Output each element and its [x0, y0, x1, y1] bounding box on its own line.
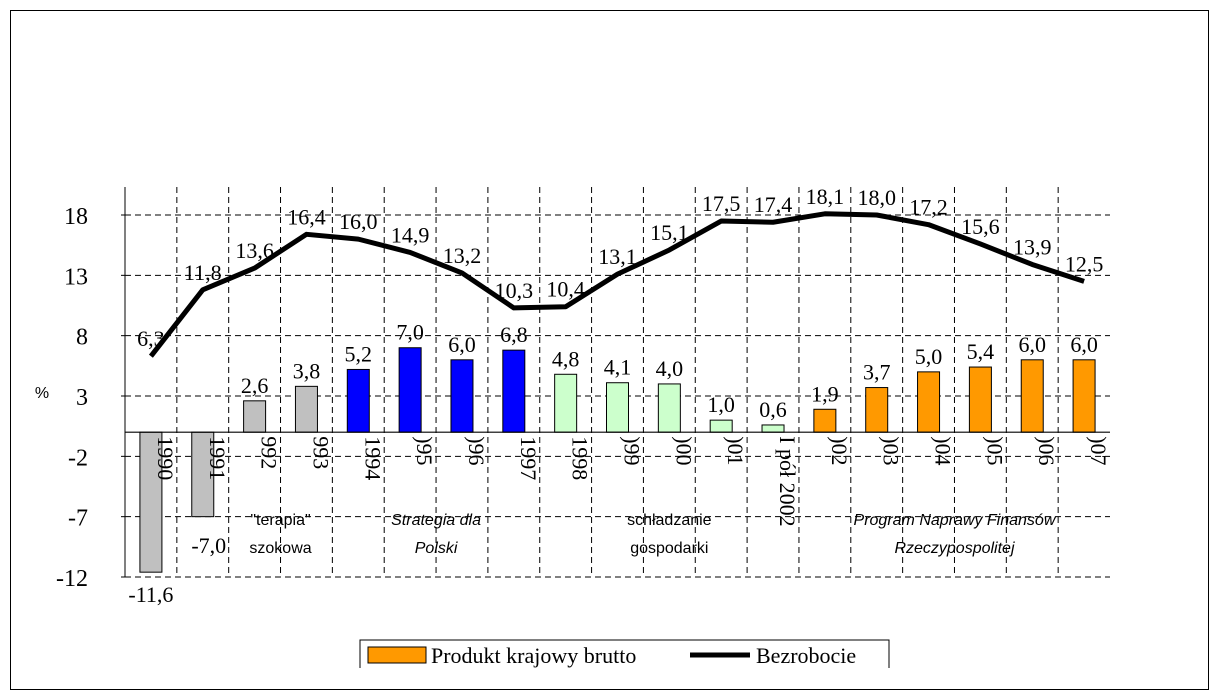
bar-2006 [1020, 359, 1044, 433]
line-value-label: 6,3 [137, 326, 165, 351]
x-tick-label: )99 [620, 436, 645, 465]
line-value-label: 11,8 [184, 260, 222, 285]
x-tick-label: 1994 [360, 436, 385, 480]
x-tick-label: )96 [464, 436, 489, 465]
legend-swatch-bar [367, 646, 427, 664]
line-value-label: 13,2 [443, 243, 482, 268]
line-Bezrobocie [148, 211, 1085, 358]
bar-value-label: 6,0 [448, 332, 476, 357]
line-value-label: 13,1 [598, 244, 637, 269]
bar-value-label: 3,7 [863, 360, 891, 385]
annotation-program: Rzeczypospolitej [894, 540, 1015, 557]
line-value-label: 15,1 [650, 220, 689, 245]
bar-1994 [346, 368, 370, 433]
line-value-label: 13,9 [1013, 234, 1052, 259]
y-tick-label: 13 [64, 264, 88, 290]
x-tick-label: 992 [257, 436, 282, 469]
bar-value-label: 6,0 [1070, 332, 1098, 357]
bar-value-label: 6,0 [1018, 332, 1046, 357]
bar-1993 [294, 385, 318, 433]
bar-value-label: 5,4 [967, 339, 995, 364]
annotation-terapia: "terapia" [250, 512, 310, 529]
x-tick-label: )95 [412, 436, 437, 465]
bar-value-label: 1,9 [811, 381, 839, 406]
y-axis-label: % [35, 385, 49, 402]
annotation-program: Program Naprawy Finansów [854, 512, 1057, 529]
line-value-label: 16,4 [287, 204, 326, 229]
x-tick-label: )04 [931, 436, 956, 465]
x-tick-label: 1997 [516, 436, 541, 480]
legend-label-line: Bezrobocie [756, 643, 856, 668]
line-value-label: 17,5 [702, 191, 741, 216]
bar-1992 [243, 400, 267, 433]
annotation-schladzanie: gospodarki [630, 540, 708, 557]
bar-2004 [917, 371, 941, 433]
x-tick-label: I pół 2002 [775, 436, 800, 526]
annotation-terapia: szokowa [249, 540, 311, 557]
annotation-schladzanie: schładzanie [627, 512, 712, 529]
line-value-label: 12,5 [1065, 251, 1104, 276]
line-value-label: 17,2 [909, 195, 948, 220]
x-tick-label: )00 [671, 436, 696, 465]
bar-value-label: 3,8 [293, 358, 321, 383]
legend-box [359, 639, 890, 668]
bar-1999 [606, 382, 629, 433]
line-value-label: 15,6 [961, 214, 1000, 239]
gdp-unemployment-chart: -12 -7 -2 3 8 13 18% 1990 1991 992 993 1994 )95 )96 19… [35, 184, 1111, 668]
x-tick-label: )03 [879, 436, 904, 465]
bar-value-label: -11,6 [128, 582, 173, 607]
bar-I pół 2002 [761, 424, 785, 433]
y-tick-label: -12 [56, 566, 88, 592]
y-tick-label: 18 [64, 204, 88, 230]
line-value-label: 17,4 [754, 192, 793, 217]
x-tick-label: 993 [308, 436, 333, 469]
y-tick-label: -7 [68, 506, 88, 532]
bar-value-label: 4,8 [552, 346, 580, 371]
bar-1998 [554, 373, 578, 433]
bar-value-label: 5,0 [915, 344, 943, 369]
x-tick-label: 1990 [153, 436, 178, 480]
bar-value-label: 0,6 [759, 397, 787, 422]
annotation-strategia: Strategia dla [391, 512, 481, 529]
line-value-label: 13,6 [235, 238, 274, 263]
x-tick-label: 1991 [205, 436, 230, 480]
line-value-label: 14,9 [391, 222, 430, 247]
bar-value-label: 5,2 [345, 341, 373, 366]
line-value-label: 10,3 [495, 278, 534, 303]
bar-value-label: 2,6 [241, 373, 269, 398]
bar-2001 [709, 419, 733, 433]
bar-value-label: 7,0 [396, 320, 424, 345]
x-tick-label: )01 [723, 436, 748, 465]
bar-value-label: 6,8 [500, 322, 528, 347]
x-tick-label: )02 [827, 436, 852, 465]
annotation-strategia: Polski [415, 540, 458, 557]
line-value-label: 16,0 [339, 209, 378, 234]
legend: Produkt krajowy brutto Bezrobocie [359, 639, 890, 668]
bar-2005 [968, 366, 992, 433]
line-value-label: 18,1 [806, 184, 845, 209]
x-tick-label: )06 [1034, 436, 1059, 465]
bar-1995 [398, 347, 422, 433]
bar-value-label: 1,0 [707, 392, 735, 417]
bar-value-label: -7,0 [191, 533, 226, 558]
bar-2003 [865, 387, 889, 433]
line-value-label: 18,0 [857, 185, 896, 210]
x-tick-label: )05 [982, 436, 1007, 465]
y-tick-label: -2 [68, 445, 88, 471]
x-tick-label: 1998 [568, 436, 593, 480]
line-value-label: 10,4 [546, 277, 585, 302]
bar-1997 [502, 349, 526, 433]
legend-label-bar: Produkt krajowy brutto [431, 643, 636, 668]
bar-2000 [657, 383, 681, 433]
bar-value-label: 4,1 [604, 355, 632, 380]
bar-2007 [1072, 359, 1096, 433]
y-tick-label: 8 [76, 325, 88, 351]
y-tick-label: 3 [76, 385, 88, 411]
bar-2002 [813, 408, 837, 433]
bar-value-label: 4,0 [656, 356, 684, 381]
bar-1996 [450, 359, 474, 433]
x-tick-label: )07 [1086, 436, 1111, 465]
